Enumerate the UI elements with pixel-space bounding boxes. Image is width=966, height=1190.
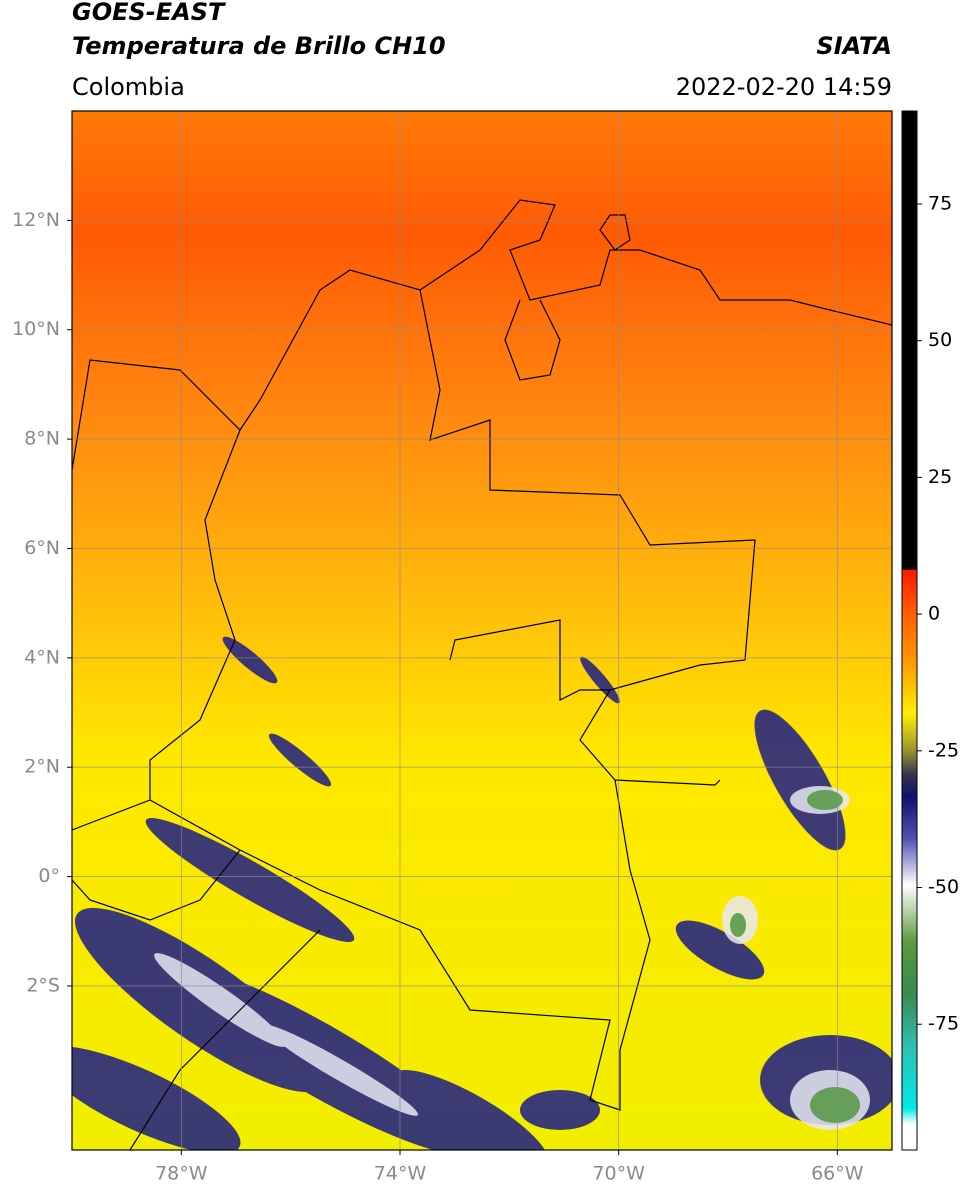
colorbar-tick-label: 50 — [928, 329, 952, 351]
borders — [72, 199, 892, 1150]
source: SIATA — [816, 32, 892, 60]
satellite: GOES-EAST — [72, 0, 226, 26]
lat-tick-label: 4°N — [24, 646, 60, 668]
product: Temperatura de Brillo CH10 — [72, 32, 446, 60]
graticule: 78°W 74°W 70°W 66°W 12°N 10°N 8°N 6°N 4°N 2°N 0° 2°… — [12, 111, 892, 1185]
colorbar-tick-label: -25 — [928, 739, 959, 761]
lat-tick-label: 8°N — [24, 428, 60, 450]
lon-tick-label: 70°W — [592, 1163, 645, 1185]
map-frame — [71, 110, 893, 1151]
lon-tick-label: 74°W — [374, 1163, 427, 1185]
lon-tick-label: 66°W — [811, 1163, 864, 1185]
colorbar-tick-label: 25 — [928, 466, 952, 488]
lat-tick-label: 10°N — [12, 318, 60, 340]
datetime: 2022-02-20 14:59 — [676, 73, 892, 101]
lon-tick-label: 78°W — [155, 1163, 208, 1185]
lat-tick-label: 2°N — [24, 756, 60, 778]
region: Colombia — [72, 73, 185, 101]
colorbar-tick-label: 0 — [928, 603, 940, 625]
satellite-image — [72, 111, 892, 1150]
colorbar-tick-label: -75 — [928, 1013, 959, 1035]
colorbar — [901, 110, 918, 1151]
colorbar-tick-label: -50 — [928, 876, 959, 898]
lat-tick-label: 12°N — [12, 209, 60, 231]
colorbar-tick-label: 75 — [928, 192, 952, 214]
lat-tick-label: 2°S — [26, 974, 60, 996]
colorbar-ticks: 75 50 25 0 -25 -50 -75 — [917, 192, 959, 1035]
lat-tick-label: 6°N — [24, 537, 60, 559]
lat-tick-label: 0° — [38, 865, 60, 887]
